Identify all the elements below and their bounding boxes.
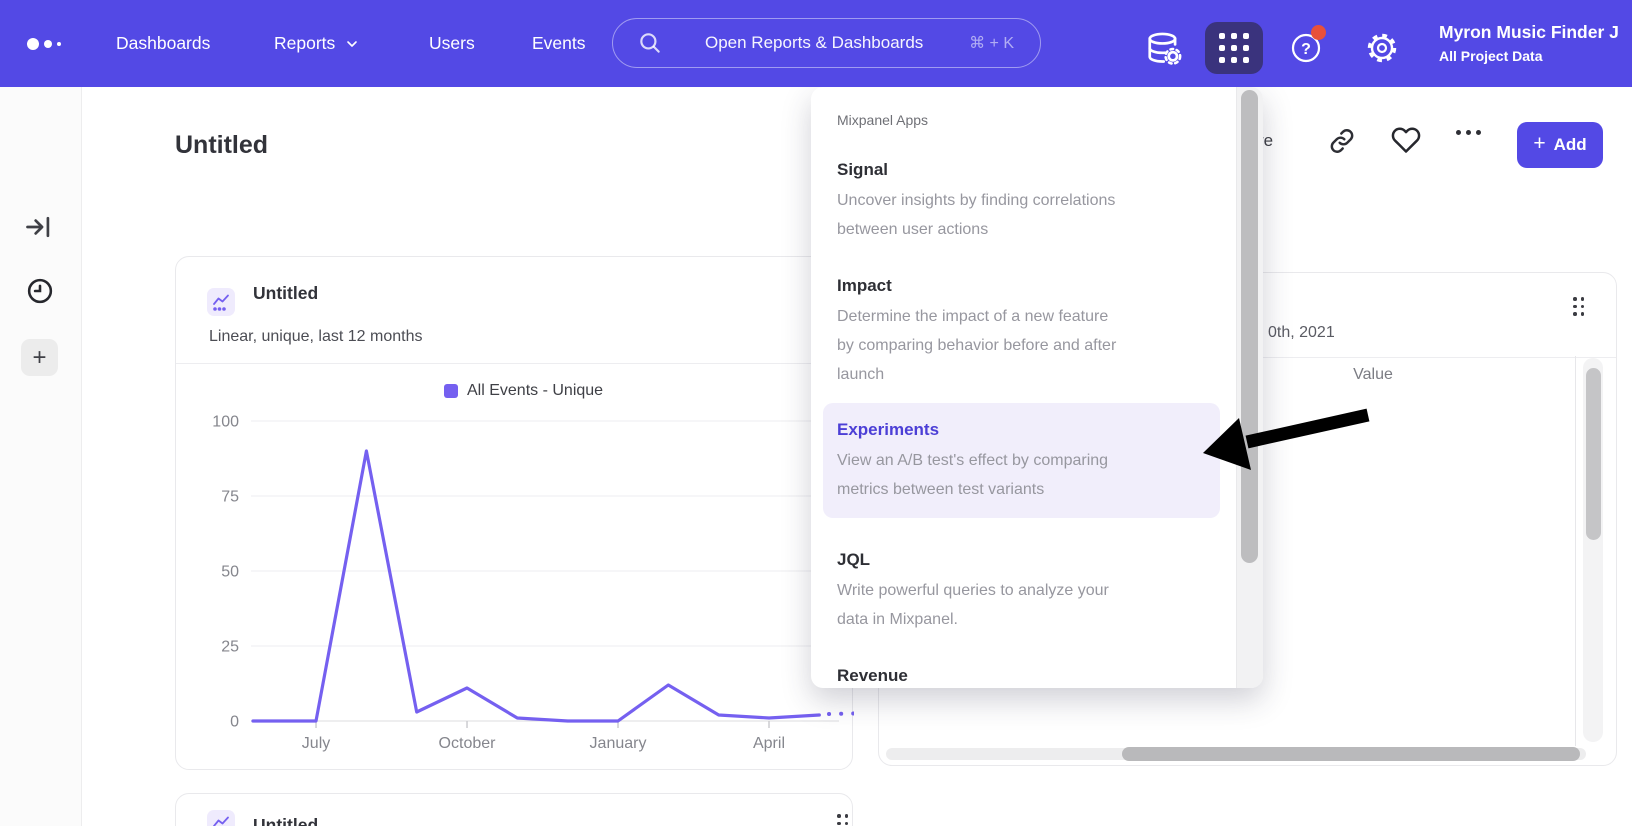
apps-menu-item-title: Revenue — [837, 666, 908, 685]
svg-text:July: July — [302, 735, 330, 752]
more-options-icon[interactable] — [1456, 130, 1481, 135]
search-shortcut: ⌘ + K — [969, 35, 1014, 52]
chart-title: Untitled — [253, 815, 319, 826]
nav-item-dashboards[interactable]: Dashboards — [116, 33, 211, 53]
notification-dot — [1311, 25, 1326, 40]
table-column-divider — [1575, 356, 1576, 746]
chevron-down-icon — [347, 40, 358, 47]
svg-text:100: 100 — [212, 414, 239, 431]
svg-text:0: 0 — [230, 714, 239, 731]
add-button[interactable]: + Add — [1517, 122, 1603, 168]
table-horizontal-scrollbar-thumb[interactable] — [1122, 747, 1580, 761]
apps-menu-item-experiments[interactable]: Experiments View an A/B test's effect by … — [823, 403, 1220, 518]
chart-title: Untitled — [253, 283, 319, 303]
mixpanel-logo-icon[interactable] — [27, 38, 61, 50]
project-name: All Project Data — [1439, 48, 1543, 64]
svg-text:25: 25 — [221, 639, 239, 656]
apps-menu-item-description: Uncover insights by finding correlations… — [837, 192, 1116, 238]
line-chart-type-icon — [207, 288, 235, 316]
mixpanel-apps-dropdown: Mixpanel Apps Signal Uncover insights by … — [811, 87, 1263, 688]
apps-menu-item-revenue[interactable]: Revenue — [823, 666, 1220, 686]
svg-text:75: 75 — [221, 489, 239, 506]
apps-menu-item-description: Write powerful queries to analyze your d… — [837, 582, 1109, 628]
apps-menu-item-description: View an A/B test's effect by comparing m… — [837, 452, 1109, 498]
chart-legend[interactable]: All Events - Unique — [444, 382, 603, 400]
report-date-fragment: 0th, 2021 — [1268, 324, 1335, 341]
add-panel-button[interactable]: + — [21, 339, 58, 376]
apps-grid-button[interactable] — [1205, 22, 1263, 74]
user-project-switcher[interactable]: Myron Music Finder J All Project Data — [1439, 22, 1632, 64]
divider — [176, 363, 852, 364]
data-management-icon[interactable] — [1145, 30, 1183, 68]
drag-handle-icon[interactable] — [837, 814, 848, 826]
apps-grid-icon — [1219, 33, 1249, 63]
table-vertical-scrollbar-thumb[interactable] — [1586, 368, 1601, 540]
drag-handle-icon[interactable] — [1573, 297, 1584, 316]
svg-text:April: April — [753, 735, 785, 752]
dropdown-scrollbar-thumb[interactable] — [1241, 90, 1258, 563]
apps-menu-item-impact[interactable]: Impact Determine the impact of a new feat… — [823, 276, 1220, 389]
chart-subtitle: Linear, unique, last 12 months — [209, 328, 423, 345]
user-name: Myron Music Finder J — [1439, 22, 1619, 42]
svg-text:January: January — [590, 735, 647, 752]
search-icon — [640, 33, 660, 53]
settings-gear-icon[interactable] — [1366, 32, 1398, 64]
plus-icon: + — [1533, 132, 1546, 155]
global-search-input[interactable]: Open Reports & Dashboards ⌘ + K — [612, 18, 1041, 68]
apps-menu-item-description: Determine the impact of a new feature by… — [837, 308, 1117, 383]
apps-menu-item-signal[interactable]: Signal Uncover insights by finding correl… — [823, 160, 1220, 244]
apps-menu-header: Mixpanel Apps — [837, 112, 929, 128]
apps-menu-panel: Mixpanel Apps Signal Uncover insights by … — [811, 87, 1236, 688]
legend-swatch — [444, 384, 458, 398]
top-nav: Dashboards Reports Users Events Open Report… — [0, 0, 1632, 87]
nav-item-reports[interactable]: Reports — [274, 0, 360, 87]
legend-label: All Events - Unique — [467, 382, 604, 399]
apps-menu-item-title: JQL — [837, 550, 871, 569]
line-chart-type-icon — [207, 810, 235, 826]
apps-menu-item-jql[interactable]: JQL Write powerful queries to analyze you… — [823, 550, 1220, 634]
bottom-chart-card: Untitled — [175, 793, 853, 826]
apps-menu-item-title: Experiments — [837, 420, 940, 439]
apps-menu-item-title: Impact — [837, 276, 892, 295]
svg-text:October: October — [439, 735, 497, 752]
page-title: Untitled — [175, 131, 269, 159]
apps-menu-item-title: Signal — [837, 160, 889, 179]
nav-item-users[interactable]: Users — [429, 33, 475, 53]
copy-link-icon[interactable] — [1328, 127, 1356, 155]
favorite-heart-icon[interactable] — [1391, 125, 1421, 155]
search-placeholder: Open Reports & Dashboards — [705, 33, 924, 52]
plus-icon: + — [32, 343, 47, 371]
nav-item-events[interactable]: Events — [532, 33, 586, 53]
line-chart-plot: 0 25 50 75 100 July October January April — [212, 414, 854, 752]
help-icon[interactable]: ? — [1290, 32, 1322, 64]
line-chart-card: Untitled Linear, unique, last 12 months … — [175, 256, 854, 770]
expand-sidebar-icon[interactable] — [24, 213, 52, 241]
svg-text:50: 50 — [221, 564, 239, 581]
value-column-header: Value — [1353, 366, 1393, 383]
svg-text:?: ? — [1301, 41, 1311, 58]
left-sidebar: + — [0, 87, 82, 826]
recent-clock-icon[interactable] — [26, 277, 54, 305]
